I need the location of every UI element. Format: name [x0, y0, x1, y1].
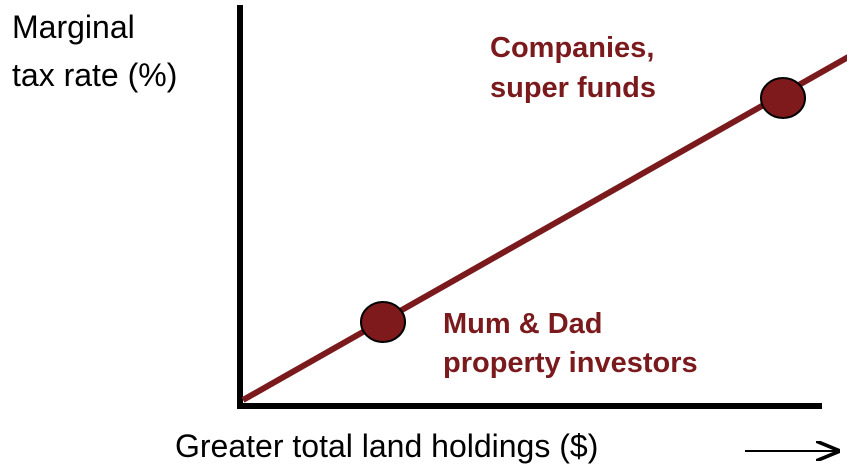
point-label: super funds — [490, 72, 656, 104]
x-axis-label: Greater total land holdings ($) — [175, 428, 598, 464]
point-marker — [360, 301, 406, 343]
point-label: property investors — [443, 347, 698, 379]
point-label: Companies, — [490, 32, 654, 64]
point-label: Mum & Dad — [443, 308, 603, 340]
trend-line — [241, 54, 847, 403]
point-marker — [760, 77, 806, 119]
y-axis-label: tax rate (%) — [12, 57, 177, 93]
y-axis-label: Marginal — [12, 9, 135, 45]
